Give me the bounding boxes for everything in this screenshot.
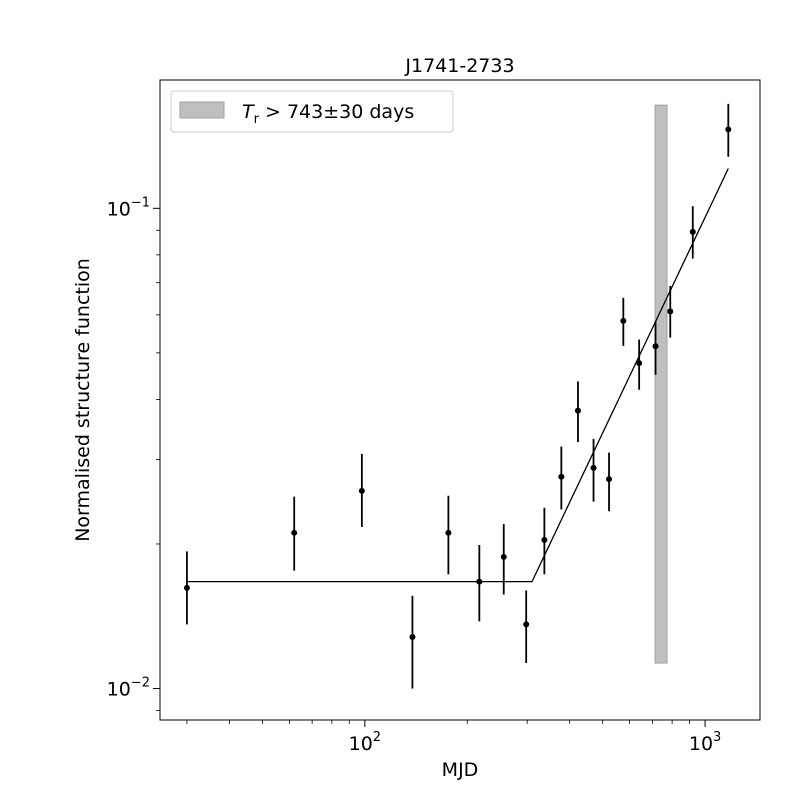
y-tick-label: 10−2 (107, 676, 150, 701)
data-point-5 (445, 495, 452, 575)
data-marker (725, 126, 732, 133)
legend-label: Tr > 743±30 days (242, 101, 414, 127)
data-marker (636, 360, 643, 367)
data-marker (590, 464, 597, 471)
data-point-9 (541, 507, 548, 575)
data-marker (574, 407, 581, 414)
fit-line (186, 168, 729, 583)
data-marker (409, 634, 416, 641)
data-point-1 (183, 551, 190, 625)
data-marker (689, 228, 696, 235)
data-marker (558, 473, 565, 480)
y-axis-label: Normalised structure function (72, 258, 94, 542)
data-point-4 (409, 595, 416, 689)
data-points-layer (183, 103, 732, 689)
data-marker (541, 536, 548, 543)
data-point-3 (358, 453, 365, 527)
data-marker (606, 476, 613, 483)
x-tick-label: 102 (349, 730, 381, 755)
data-point-13 (606, 452, 613, 512)
legend-swatch (179, 101, 225, 119)
data-point-10 (558, 446, 565, 510)
legend: Tr > 743±30 days (170, 90, 454, 133)
legend-text: > 743±30 days (259, 101, 414, 123)
x-tick-label: 103 (689, 730, 721, 755)
data-point-11 (574, 381, 581, 443)
data-point-8 (523, 590, 530, 664)
legend-symbol: T (242, 101, 255, 123)
y-tick-label: 10−1 (107, 195, 150, 220)
data-point-12 (590, 438, 597, 502)
data-point-15 (636, 339, 643, 390)
data-marker (523, 621, 530, 628)
legend-subscript: r (254, 112, 260, 127)
x-axis-label: MJD (442, 759, 479, 781)
data-marker (358, 487, 365, 494)
data-point-6 (476, 545, 483, 622)
data-marker (667, 308, 674, 315)
data-point-17 (667, 285, 674, 338)
data-marker (652, 343, 659, 350)
data-point-18 (689, 206, 696, 259)
data-marker (291, 529, 298, 536)
timescale-band-layer (654, 104, 668, 664)
legend-frame (170, 90, 454, 133)
data-point-16 (652, 321, 659, 375)
chart-title: J1741-2733 (404, 55, 514, 77)
data-point-2 (291, 496, 298, 571)
data-marker (620, 317, 627, 324)
data-point-14 (620, 297, 627, 346)
data-point-7 (500, 524, 507, 595)
data-marker (500, 553, 507, 560)
plot-frame (159, 79, 761, 721)
data-marker (183, 584, 190, 591)
timescale-band (654, 104, 668, 664)
data-marker (476, 578, 483, 585)
data-marker (445, 529, 452, 536)
data-point-19 (725, 103, 732, 157)
fit-line-layer (186, 168, 729, 583)
axes-layer: 102 103 10−2 10−1 (107, 79, 761, 755)
